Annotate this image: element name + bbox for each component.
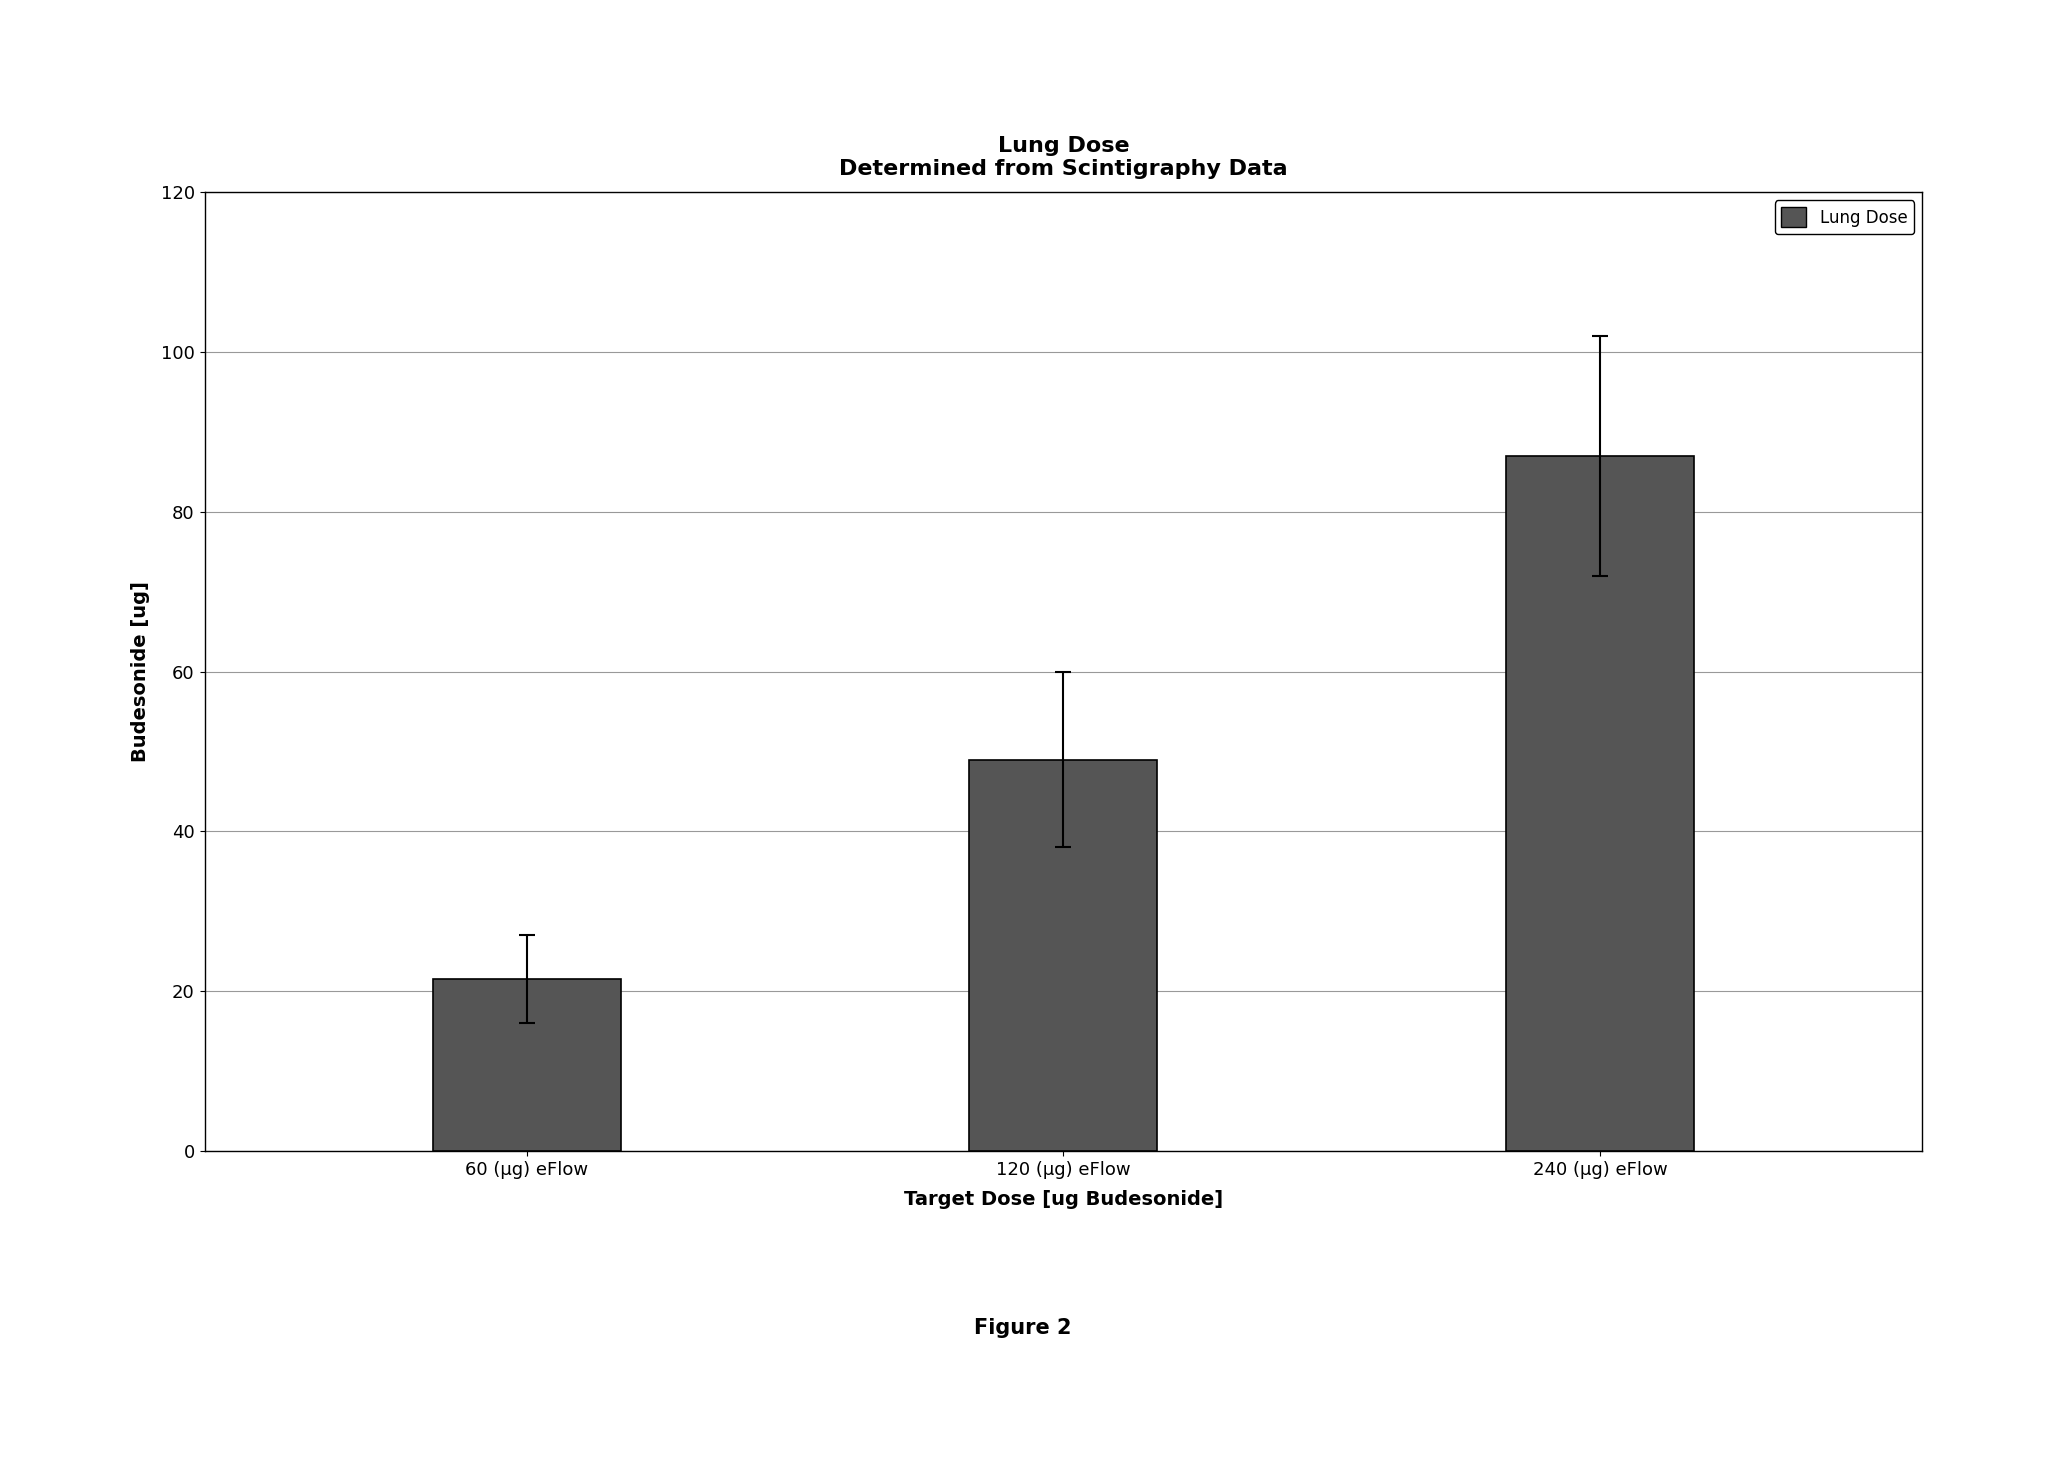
Title: Lung Dose
Determined from Scintigraphy Data: Lung Dose Determined from Scintigraphy D… xyxy=(838,136,1288,179)
Legend: Lung Dose: Lung Dose xyxy=(1775,201,1914,233)
Bar xyxy=(434,980,620,1151)
Bar xyxy=(1507,456,1693,1151)
X-axis label: Target Dose [ug Budesonide]: Target Dose [ug Budesonide] xyxy=(904,1190,1223,1209)
Text: Figure 2: Figure 2 xyxy=(973,1318,1072,1339)
Y-axis label: Budesonide [ug]: Budesonide [ug] xyxy=(131,582,149,762)
Bar xyxy=(969,760,1157,1151)
